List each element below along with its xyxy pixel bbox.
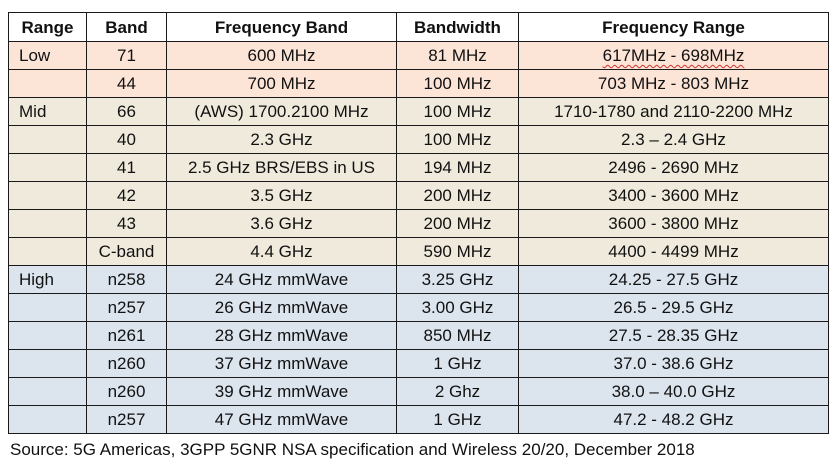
table-row: n260 39 GHz mmWave 2 Ghz 38.0 – 40.0 GHz [8,377,829,406]
cell-band: n258 [86,265,167,294]
cell-band: 40 [86,125,167,154]
cell-range [8,209,87,238]
cell-range [8,69,87,98]
cell-bandwidth: 194 MHz [396,153,519,182]
table-row: n260 37 GHz mmWave 1 GHz 37.0 - 38.6 GHz [8,349,829,378]
cell-bandwidth: 3.00 GHz [396,293,519,322]
table-row: n257 47 GHz mmWave 1 GHz 47.2 - 48.2 GHz [8,405,829,434]
cell-band: 71 [86,41,167,70]
cell-range [8,405,87,434]
cell-range [8,181,87,210]
cell-frequency-range: 47.2 - 48.2 GHz [518,405,829,434]
cell-frequency-range: 26.5 - 29.5 GHz [518,293,829,322]
header-frequency-range: Frequency Range [518,12,829,42]
cell-frequency-band: 39 GHz mmWave [166,377,397,406]
cell-frequency-band: 26 GHz mmWave [166,293,397,322]
cell-range [8,377,87,406]
cell-frequency-band: 600 MHz [166,41,397,70]
cell-band: n260 [86,349,167,378]
cell-band: C-band [86,237,167,266]
header-bandwidth: Bandwidth [396,12,519,42]
cell-band: 42 [86,181,167,210]
table-row: n257 26 GHz mmWave 3.00 GHz 26.5 - 29.5 GHz [8,293,829,322]
cell-frequency-band: 3.6 GHz [166,209,397,238]
cell-frequency-band: 37 GHz mmWave [166,349,397,378]
cell-bandwidth: 2 Ghz [396,377,519,406]
cell-bandwidth: 100 MHz [396,125,519,154]
source-note: Source: 5G Americas, 3GPP 5GNR NSA speci… [10,440,695,459]
table-row: 41 2.5 GHz BRS/EBS in US 194 MHz 2496 - 269… [8,153,829,182]
cell-bandwidth: 100 MHz [396,69,519,98]
cell-frequency-range: 4400 - 4499 MHz [518,237,829,266]
table-row: 42 3.5 GHz 200 MHz 3400 - 3600 MHz [8,181,829,210]
frequency-band-table: Range Band Frequency Band Bandwidth Freq… [8,12,829,434]
cell-band: 66 [86,97,167,126]
cell-frequency-range: 703 MHz - 803 MHz [518,69,829,98]
cell-frequency-band: 2.5 GHz BRS/EBS in US [166,153,397,182]
table-row: C-band 4.4 GHz 590 MHz 4400 - 4499 MHz [8,237,829,266]
header-band: Band [86,12,167,42]
cell-frequency-range: 617MHz - 698MHz [518,41,829,70]
cell-frequency-range: 3400 - 3600 MHz [518,181,829,210]
cell-range [8,153,87,182]
cell-band: n260 [86,377,167,406]
header-range: Range [8,12,87,42]
table-row: High n258 24 GHz mmWave 3.25 GHz 24.25 - 27.… [8,265,829,294]
cell-band: n257 [86,405,167,434]
cell-frequency-range: 27.5 - 28.35 GHz [518,321,829,350]
cell-bandwidth: 850 MHz [396,321,519,350]
cell-bandwidth: 3.25 GHz [396,265,519,294]
cell-frequency-band: 700 MHz [166,69,397,98]
cell-frequency-band: 24 GHz mmWave [166,265,397,294]
cell-frequency-band: 47 GHz mmWave [166,405,397,434]
table-row: 43 3.6 GHz 200 MHz 3600 - 3800 MHz [8,209,829,238]
cell-bandwidth: 1 GHz [396,349,519,378]
cell-frequency-range: 1710-1780 and 2110-2200 MHz [518,97,829,126]
header-frequency-band: Frequency Band [166,12,397,42]
cell-bandwidth: 590 MHz [396,237,519,266]
cell-range [8,237,87,266]
frequency-band-table-container: Range Band Frequency Band Bandwidth Freq… [8,12,830,434]
cell-frequency-band: 2.3 GHz [166,125,397,154]
cell-range: Low [8,41,87,70]
cell-band: 43 [86,209,167,238]
cell-band: n257 [86,293,167,322]
cell-frequency-range: 2.3 – 2.4 GHz [518,125,829,154]
table-row: Low 71 600 MHz 81 MHz 617MHz - 698MHz [8,41,829,70]
cell-band: 41 [86,153,167,182]
cell-band: n261 [86,321,167,350]
table-row: n261 28 GHz mmWave 850 MHz 27.5 - 28.35 GHz [8,321,829,350]
cell-frequency-range: 3600 - 3800 MHz [518,209,829,238]
cell-range: Mid [8,97,87,126]
cell-bandwidth: 81 MHz [396,41,519,70]
cell-bandwidth: 1 GHz [396,405,519,434]
cell-range [8,293,87,322]
cell-frequency-band: 28 GHz mmWave [166,321,397,350]
cell-frequency-band: (AWS) 1700.2100 MHz [166,97,397,126]
table-row: 40 2.3 GHz 100 MHz 2.3 – 2.4 GHz [8,125,829,154]
cell-frequency-range: 24.25 - 27.5 GHz [518,265,829,294]
cell-frequency-range: 38.0 – 40.0 GHz [518,377,829,406]
cell-frequency-range: 37.0 - 38.6 GHz [518,349,829,378]
cell-bandwidth: 200 MHz [396,209,519,238]
table-header-row: Range Band Frequency Band Bandwidth Freq… [8,12,829,42]
table-row: Mid 66 (AWS) 1700.2100 MHz 100 MHz 1710-1780… [8,97,829,126]
table-body: Low 71 600 MHz 81 MHz 617MHz - 698MHz 44 700 M… [8,41,829,434]
cell-bandwidth: 200 MHz [396,181,519,210]
table-row: 44 700 MHz 100 MHz 703 MHz - 803 MHz [8,69,829,98]
cell-frequency-range: 2496 - 2690 MHz [518,153,829,182]
cell-range [8,349,87,378]
cell-range [8,125,87,154]
cell-band: 44 [86,69,167,98]
cell-frequency-band: 4.4 GHz [166,237,397,266]
cell-range [8,321,87,350]
cell-range: High [8,265,87,294]
cell-bandwidth: 100 MHz [396,97,519,126]
cell-frequency-band: 3.5 GHz [166,181,397,210]
